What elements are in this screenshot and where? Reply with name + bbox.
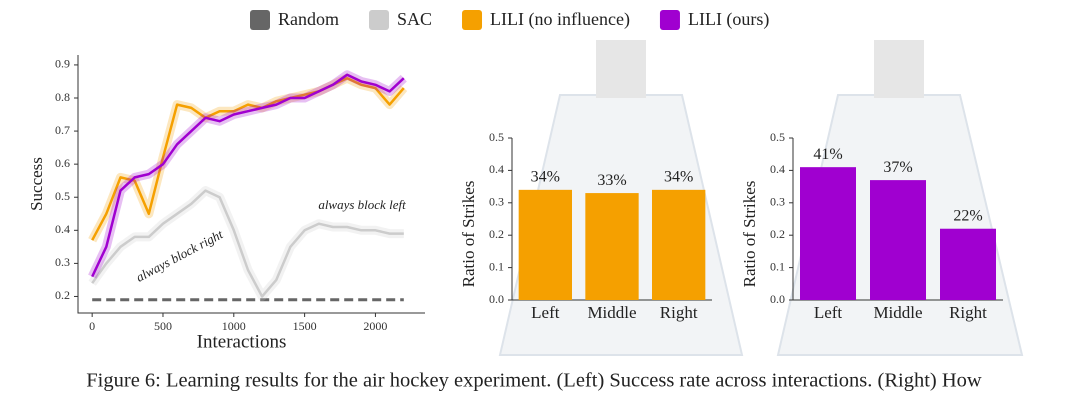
x-tick-label: Middle xyxy=(587,303,636,322)
y-axis-label: Success xyxy=(27,157,46,211)
x-axis-label: Interactions xyxy=(197,331,287,352)
y-tick-label: 0.3 xyxy=(770,195,785,209)
y-tick-label: 0.5 xyxy=(489,130,504,144)
y-tick-label: 0.3 xyxy=(489,195,504,209)
x-tick-label: 2000 xyxy=(363,319,387,333)
line xyxy=(91,76,405,241)
y-tick-label: 0.6 xyxy=(55,156,70,170)
y-tick-label: 0.9 xyxy=(55,57,70,71)
y-tick-label: 0.4 xyxy=(489,162,504,176)
annotation: always block left xyxy=(318,197,406,212)
axis xyxy=(77,55,425,314)
x-tick-label: Right xyxy=(660,303,698,322)
line xyxy=(91,189,404,298)
legend-label: Random xyxy=(278,9,339,29)
y-tick-label: 0.5 xyxy=(770,130,785,144)
y-tick-label: 0.1 xyxy=(770,259,785,273)
x-tick-label: Middle xyxy=(873,303,922,322)
y-tick-label: 0.5 xyxy=(55,189,70,203)
legend-swatch xyxy=(250,10,270,30)
legend-label: LILI (no influence) xyxy=(490,9,630,30)
caption: Figure 6: Learning results for the air h… xyxy=(86,370,982,392)
bar xyxy=(870,180,926,300)
line-band xyxy=(88,73,408,243)
y-tick-label: 0.7 xyxy=(55,123,70,137)
y-axis-label: Ratio of Strikes xyxy=(459,181,478,288)
value-label: 33% xyxy=(597,172,626,189)
bar xyxy=(940,228,996,300)
value-label: 22% xyxy=(953,207,982,224)
legend-label: SAC xyxy=(397,9,432,29)
legend-label: LILI (ours) xyxy=(688,9,769,30)
legend-swatch xyxy=(369,10,389,30)
value-label: 34% xyxy=(664,169,693,186)
value-label: 34% xyxy=(531,169,560,186)
y-tick-label: 0.8 xyxy=(55,90,70,104)
bar xyxy=(518,189,572,300)
y-tick-label: 0.2 xyxy=(55,288,70,302)
y-tick-label: 0.2 xyxy=(489,227,504,241)
y-tick-label: 0.4 xyxy=(770,162,785,176)
line xyxy=(91,73,405,278)
x-tick-label: Right xyxy=(949,303,987,322)
y-axis-label: Ratio of Strikes xyxy=(740,181,759,288)
value-label: 41% xyxy=(813,146,842,163)
legend-swatch xyxy=(462,10,483,30)
x-tick-label: Left xyxy=(531,303,560,322)
x-tick-label: 1000 xyxy=(222,319,246,333)
x-tick-label: 500 xyxy=(154,319,172,333)
y-tick-label: 0.2 xyxy=(770,227,785,241)
value-label: 37% xyxy=(883,159,912,176)
bar xyxy=(800,167,856,300)
y-tick-label: 0.0 xyxy=(489,292,504,306)
y-tick-label: 0.1 xyxy=(489,259,504,273)
x-tick-label: Left xyxy=(814,303,843,322)
bar xyxy=(652,189,706,300)
legend-swatch xyxy=(659,10,680,30)
bar xyxy=(585,193,639,300)
x-tick-label: 0 xyxy=(89,319,95,333)
x-tick-label: 1500 xyxy=(293,319,317,333)
y-tick-label: 0.3 xyxy=(55,255,70,269)
y-tick-label: 0.0 xyxy=(770,292,785,306)
y-tick-label: 0.4 xyxy=(55,222,70,236)
table-illustration xyxy=(498,40,1024,356)
